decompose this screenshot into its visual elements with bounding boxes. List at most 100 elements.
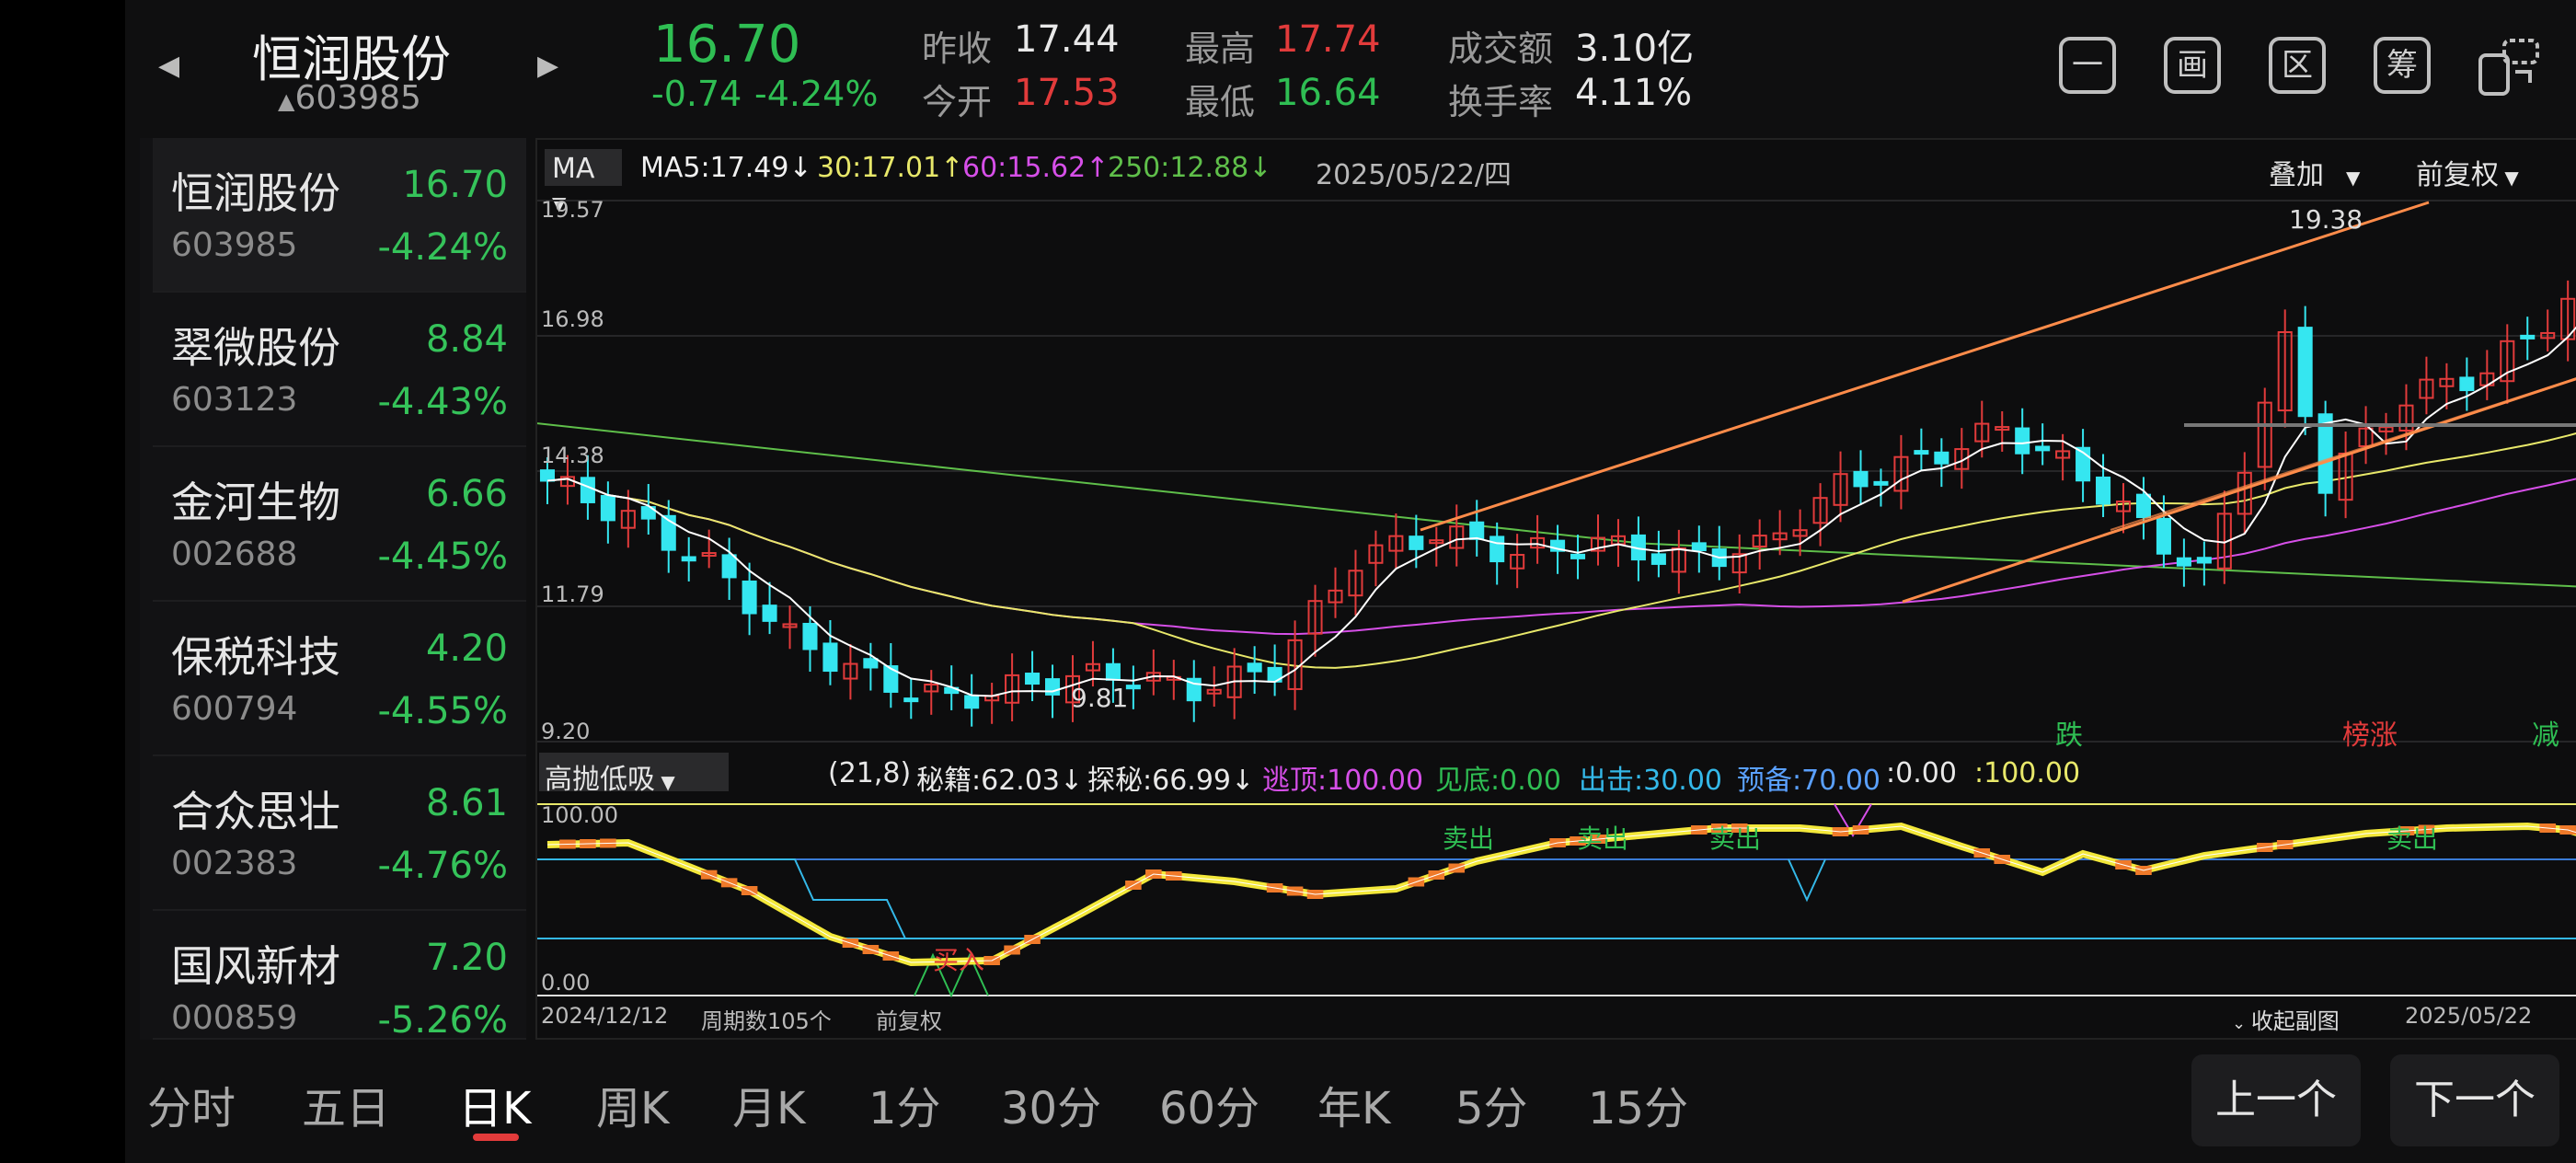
minus-icon[interactable]: 一 xyxy=(2059,37,2116,94)
stock-code: 603985 xyxy=(294,79,421,117)
watchlist-item[interactable]: 金河生物 6.66 002688 -4.45% xyxy=(153,447,526,602)
tab-five-day[interactable]: 五日 xyxy=(302,1083,391,1134)
watchlist-item-code: 603985 xyxy=(171,226,298,264)
ribbon-outline xyxy=(546,825,2576,963)
watchlist-item-name: 合众思壮 xyxy=(171,787,340,836)
dropdown-icon: ▼ xyxy=(2346,167,2361,189)
candle-body xyxy=(802,622,818,651)
tab-day-k[interactable]: 日K xyxy=(458,1083,532,1134)
candle-body xyxy=(1974,422,1990,443)
candle-body xyxy=(2540,331,2556,340)
watchlist-item[interactable]: 国风新材 7.20 000859 -5.26% xyxy=(153,911,526,1042)
price-change-pct: -4.24% xyxy=(754,74,879,114)
price-axis-label: 16.98 xyxy=(541,306,604,332)
candle-body xyxy=(1772,532,1788,541)
watchlist-item-pct: -4.55% xyxy=(377,690,508,732)
watchlist-item-price: 7.20 xyxy=(425,937,508,979)
candle-body xyxy=(600,495,615,522)
watchlist-item[interactable]: 合众思壮 8.61 002383 -4.76% xyxy=(153,756,526,911)
candle-body xyxy=(883,665,899,693)
active-tab-indicator xyxy=(473,1134,519,1141)
tab-1min[interactable]: 1分 xyxy=(868,1083,941,1134)
ma60-value: 60:15.62↑ xyxy=(962,152,1110,184)
main-kline-chart[interactable] xyxy=(537,197,2576,747)
candle-body xyxy=(2035,445,2051,452)
indicator-chart[interactable] xyxy=(537,799,2576,999)
ma250-value: 250:12.88↓ xyxy=(1108,152,1272,184)
watchlist-item-pct: -4.43% xyxy=(377,381,508,423)
candle-body xyxy=(681,556,696,562)
candle-body xyxy=(924,684,939,693)
price-change: -0.74 xyxy=(651,74,742,114)
tab-week-k[interactable]: 周K xyxy=(596,1083,670,1134)
prev-stock-arrow[interactable]: ◀ xyxy=(158,50,180,82)
dropdown-icon: ▼ xyxy=(655,771,675,793)
next-button[interactable]: 下一个 xyxy=(2390,1054,2559,1146)
high-price-label: 19.38 xyxy=(2289,204,2363,235)
adjust-button[interactable]: 前复权 ▼ xyxy=(2416,152,2519,192)
watchlist-item-price: 16.70 xyxy=(402,164,508,206)
stock-code-row: ▲603985 xyxy=(278,79,421,117)
sell-signal-label: 卖出 xyxy=(2386,823,2439,854)
landscape-icon[interactable] xyxy=(2477,35,2541,98)
candle-body xyxy=(2015,427,2030,455)
trend-line-lower-2 xyxy=(2110,377,2576,531)
candle-body xyxy=(1105,662,1121,681)
tab-5min[interactable]: 5分 xyxy=(1455,1083,1528,1134)
candle-body xyxy=(1650,553,1666,565)
candle-body xyxy=(1812,497,1828,524)
draw-icon[interactable]: 画 xyxy=(2164,37,2221,94)
sell-signal-label: 卖出 xyxy=(1443,823,1495,854)
candle-body xyxy=(2135,493,2151,519)
watchlist-item[interactable]: 翠微股份 8.84 603123 -4.43% xyxy=(153,293,526,447)
candle-body xyxy=(1914,450,1929,455)
indicator-selector[interactable]: 高抛低吸 ▼ xyxy=(539,753,729,796)
candle-body xyxy=(1995,426,2010,432)
tab-30min[interactable]: 30分 xyxy=(1001,1083,1102,1134)
candle-body xyxy=(822,642,838,673)
watchlist-item[interactable]: 保税科技 4.20 600794 -4.55% xyxy=(153,602,526,756)
price-axis-label: 14.38 xyxy=(541,443,604,468)
trend-line-lower xyxy=(1902,377,2576,604)
collapse-subchart-button[interactable]: ⌄ 收起副图 xyxy=(2232,1003,2340,1035)
candle-body xyxy=(1469,521,1485,540)
candle-body xyxy=(2176,557,2191,567)
current-price: 16.70 xyxy=(653,15,801,75)
overlay-button[interactable]: 叠加 ▼ xyxy=(2269,152,2360,192)
tab-60min[interactable]: 60分 xyxy=(1159,1083,1260,1134)
dropdown-icon: ▼ xyxy=(552,192,567,214)
stat-value-high: 17.74 xyxy=(1275,18,1381,61)
marker-board-rise: 榜涨 xyxy=(2342,720,2398,752)
candle-body xyxy=(2277,330,2293,412)
indicator-zero: :0.00 xyxy=(1886,757,1957,789)
indicator-dip-line xyxy=(1788,858,1826,903)
candle-body xyxy=(1025,673,1041,685)
candle-body xyxy=(2156,517,2171,555)
range-icon[interactable]: 区 xyxy=(2269,37,2326,94)
candle-body xyxy=(701,552,717,558)
tab-15min[interactable]: 15分 xyxy=(1588,1083,1689,1134)
next-stock-arrow[interactable]: ▶ xyxy=(537,50,559,82)
ma30-line xyxy=(546,432,2576,669)
ma-selector[interactable]: MA ▼ xyxy=(545,149,622,214)
tab-timeshare[interactable]: 分时 xyxy=(147,1083,236,1134)
tab-month-k[interactable]: 月K xyxy=(732,1083,806,1134)
watchlist-item-pct: -4.45% xyxy=(377,535,508,578)
candle-body xyxy=(1590,536,1606,552)
indicator-signal-line xyxy=(537,858,2576,939)
prev-button[interactable]: 上一个 xyxy=(2191,1054,2361,1146)
dropdown-icon: ▼ xyxy=(2499,167,2519,189)
candle-body xyxy=(1792,529,1808,537)
stock-name: 恒润股份 xyxy=(252,30,451,88)
candle-body xyxy=(661,514,676,551)
watchlist-item-pct: -5.26% xyxy=(377,999,508,1042)
watchlist-item-name: 保税科技 xyxy=(171,632,340,682)
stat-label-high: 最高 xyxy=(1185,29,1256,69)
tab-year-k[interactable]: 年K xyxy=(1317,1083,1391,1134)
candle-body xyxy=(539,469,556,482)
chips-icon[interactable]: 筹 xyxy=(2374,37,2431,94)
watchlist-item[interactable]: 恒润股份 16.70 603985 -4.24% xyxy=(153,138,526,293)
marker-reduce: 减 xyxy=(2532,720,2559,752)
candle-body xyxy=(964,695,980,709)
indicator-cj: 出击:30.00 xyxy=(1579,765,1722,797)
